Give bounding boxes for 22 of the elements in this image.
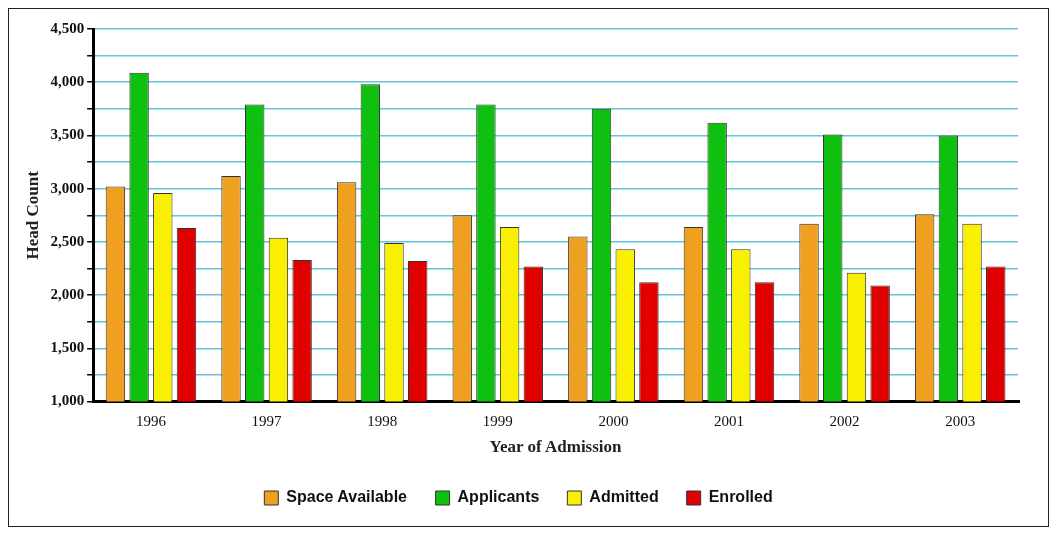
- legend-label: Space Available: [286, 488, 408, 506]
- y-tick-label: 1,500: [50, 339, 85, 356]
- y-tick-label: 3,000: [50, 179, 85, 196]
- y-tick-label: 2,500: [50, 232, 85, 249]
- text: 1,000: [50, 392, 85, 409]
- y-tick-label: 2,000: [50, 286, 85, 303]
- y-axis-title: Head Count: [22, 170, 42, 260]
- legend-label: Applicants: [457, 488, 540, 506]
- x-tick-label: 2001: [713, 412, 744, 429]
- y-tick-label: 3,500: [50, 126, 85, 143]
- x-tick-label: 2003: [945, 412, 976, 429]
- legend-label: Admitted: [589, 488, 659, 506]
- x-axis-title: Year of Admission: [489, 437, 623, 457]
- x-tick-label: 2002: [829, 412, 860, 429]
- x-tick-label: 1997: [251, 412, 283, 429]
- legend-label: Enrolled: [708, 488, 773, 506]
- x-tick-label: 1999: [482, 412, 513, 429]
- y-tick-label: 4,000: [50, 73, 85, 90]
- x-tick-label: 1998: [367, 412, 398, 429]
- x-tick-label: 2000: [598, 412, 629, 429]
- x-tick-label: 1996: [135, 412, 167, 429]
- y-tick-label: 4,500: [50, 19, 85, 36]
